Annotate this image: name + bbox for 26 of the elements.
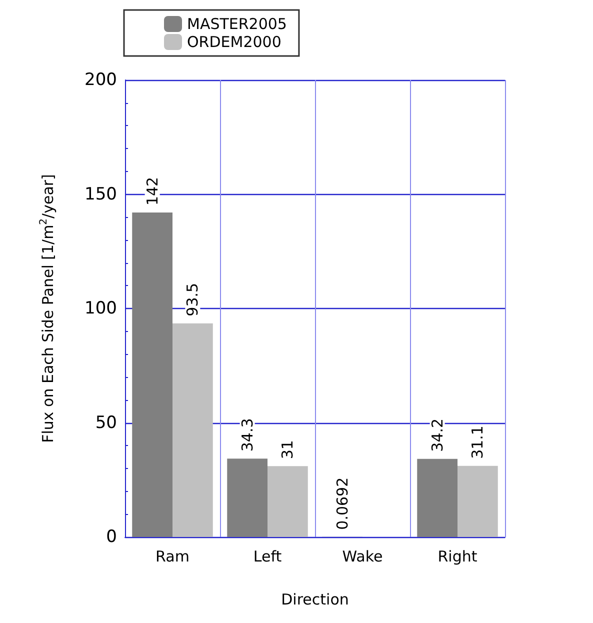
bar	[172, 323, 213, 537]
legend-label: MASTER2005	[187, 15, 287, 33]
legend-label: ORDEM2000	[187, 33, 282, 51]
y-tick-label: 50	[95, 412, 117, 433]
y-tick-label: 200	[84, 70, 117, 90]
data-label: 31.1	[468, 426, 487, 459]
y-tick-label: 100	[84, 298, 117, 318]
data-label: 34.3	[238, 418, 256, 452]
bar	[417, 458, 458, 537]
bar	[268, 466, 308, 537]
data-label: 0.0692	[333, 477, 352, 530]
x-tick-label: Left	[253, 548, 282, 566]
y-axis-title: Flux on Each Side Panel [1/m2/year]	[38, 174, 57, 443]
bar	[132, 212, 172, 537]
data-label: 142	[143, 176, 162, 206]
x-axis-title: Direction	[281, 590, 349, 608]
data-label: 34.2	[428, 418, 446, 452]
y-tick-label: 150	[84, 184, 117, 204]
bar	[458, 466, 498, 537]
data-label: 93.5	[184, 282, 202, 316]
bar	[227, 458, 268, 537]
y-tick-label: 0	[106, 527, 117, 547]
x-tick-label: Wake	[342, 548, 383, 566]
x-tick-label: Ram	[156, 548, 190, 566]
x-tick-label: Right	[438, 548, 478, 566]
data-label: 31	[278, 440, 297, 460]
